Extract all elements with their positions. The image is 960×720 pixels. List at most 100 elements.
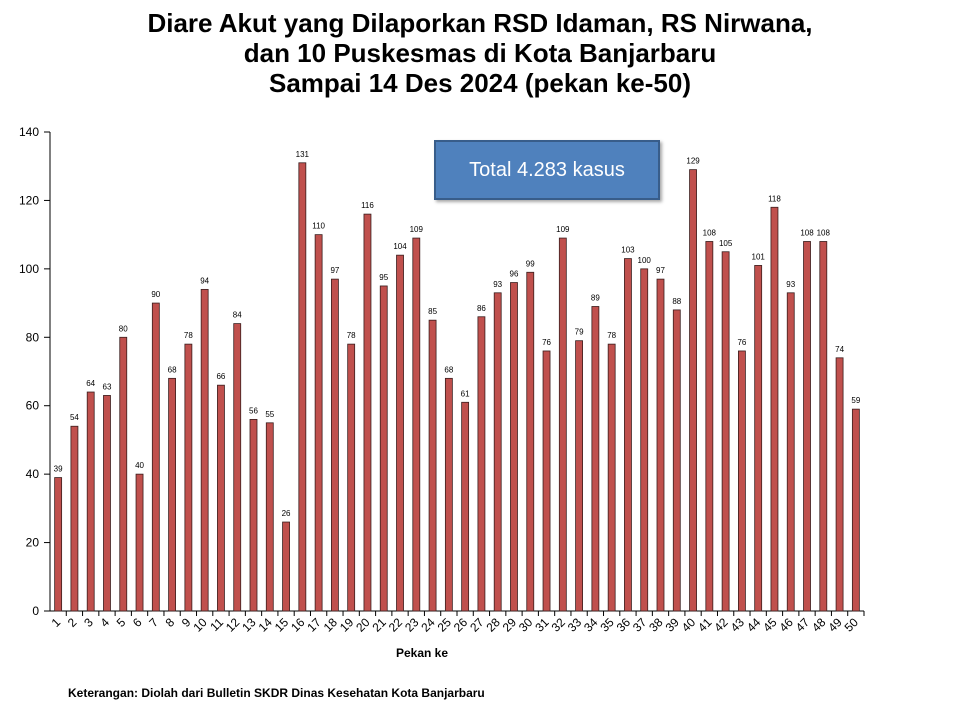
data-label: 93: [493, 280, 502, 289]
x-tick-label: 50: [842, 615, 862, 635]
data-label: 78: [347, 331, 356, 340]
bar: [493, 292, 502, 612]
x-tick-label: 3: [81, 615, 96, 630]
bar: [217, 384, 225, 612]
chart-title: Diare Akut yang Dilaporkan RSD Idaman, R…: [0, 8, 960, 98]
data-label: 76: [737, 338, 746, 347]
data-label: 93: [786, 280, 795, 289]
y-tick-label: 100: [19, 262, 39, 276]
x-tick-label: 4: [97, 615, 112, 630]
data-label: 64: [86, 379, 95, 388]
bar: [851, 408, 860, 612]
data-label: 108: [703, 228, 717, 237]
data-label: 78: [607, 331, 616, 340]
bar: [656, 278, 665, 612]
y-tick-label: 120: [19, 193, 39, 207]
bar: [233, 323, 242, 612]
data-label: 63: [103, 382, 112, 391]
bar: [575, 340, 583, 612]
bar: [444, 377, 453, 612]
x-tick-label: 8: [163, 615, 178, 630]
data-label: 108: [817, 228, 831, 237]
data-label: 74: [835, 345, 844, 354]
data-label: 104: [393, 242, 407, 251]
y-tick-label: 140: [19, 125, 39, 139]
bar: [640, 268, 649, 612]
bar: [461, 401, 470, 612]
data-label: 40: [135, 461, 144, 470]
data-label: 76: [542, 338, 551, 347]
data-label: 55: [265, 410, 274, 419]
data-label: 95: [379, 273, 388, 282]
data-label: 90: [151, 290, 160, 299]
x-tick-label: 1: [49, 615, 64, 630]
y-tick-label: 40: [26, 467, 40, 481]
bar: [363, 213, 372, 612]
data-label: 88: [672, 297, 681, 306]
bar: [168, 377, 177, 612]
bar: [689, 169, 697, 612]
x-tick-label: 5: [114, 615, 129, 630]
data-label: 26: [282, 509, 291, 518]
bar: [200, 288, 209, 612]
bar: [347, 343, 356, 612]
total-cases-box: Total 4.283 kasus: [434, 140, 660, 200]
bar: [770, 206, 779, 612]
data-label: 101: [752, 252, 766, 261]
data-label: 68: [444, 365, 453, 374]
x-tick-label: 6: [130, 615, 145, 630]
data-label: 94: [200, 276, 209, 285]
bar: [54, 477, 63, 612]
bar: [135, 473, 144, 612]
bar: [786, 292, 795, 612]
source-note: Keterangan: Diolah dari Bulletin SKDR Di…: [68, 686, 485, 700]
bar: [282, 521, 290, 612]
data-label: 56: [249, 406, 258, 415]
bar: [396, 254, 404, 612]
bar: [249, 418, 258, 612]
bar: [607, 343, 616, 612]
title-line-1: Diare Akut yang Dilaporkan RSD Idaman, R…: [147, 8, 813, 38]
y-tick-label: 0: [32, 604, 39, 618]
data-label: 118: [768, 194, 781, 203]
bar: [558, 237, 567, 612]
bar: [477, 316, 486, 612]
bar: [510, 282, 518, 612]
x-axis-title: Pekan ke: [396, 646, 448, 660]
data-label: 78: [184, 331, 193, 340]
bar: [624, 258, 632, 612]
bar: [705, 241, 714, 612]
bar: [298, 162, 307, 612]
bar: [721, 251, 730, 612]
data-label: 109: [556, 225, 570, 234]
data-label: 85: [428, 307, 437, 316]
bar: [151, 302, 160, 612]
data-label: 97: [656, 266, 665, 275]
bar: [119, 336, 128, 612]
data-label: 80: [119, 324, 128, 333]
bar: [526, 271, 535, 612]
data-label: 61: [461, 389, 470, 398]
x-tick-label: 7: [146, 615, 161, 630]
data-label: 100: [638, 256, 652, 265]
data-label: 39: [54, 465, 63, 474]
bar: [672, 309, 681, 612]
bar: [103, 395, 111, 612]
data-label: 54: [70, 413, 79, 422]
bar: [86, 391, 95, 612]
bar: [591, 306, 600, 612]
bar: [835, 357, 844, 612]
bar: [428, 319, 437, 612]
data-label: 84: [233, 311, 242, 320]
bar: [803, 241, 811, 612]
bar: [738, 350, 746, 612]
data-label: 105: [719, 239, 733, 248]
data-label: 86: [477, 304, 486, 313]
y-tick-label: 80: [26, 330, 40, 344]
bar: [819, 241, 828, 612]
data-label: 99: [526, 259, 535, 268]
data-label: 110: [312, 222, 325, 231]
bar: [70, 425, 79, 612]
y-tick-label: 60: [26, 399, 40, 413]
